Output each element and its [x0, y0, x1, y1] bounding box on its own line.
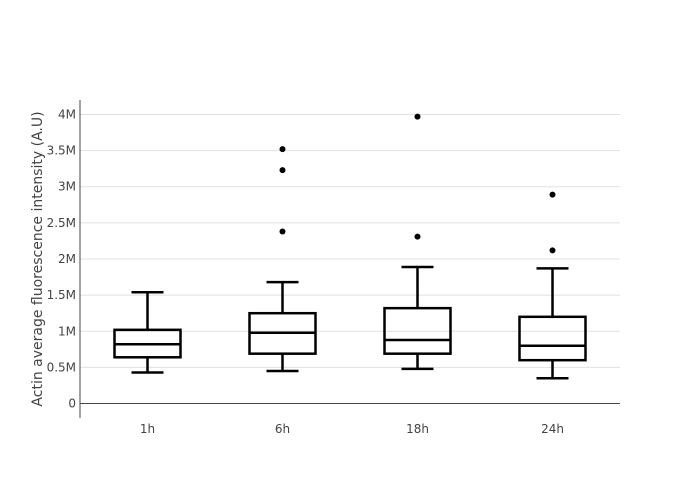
outlier-point: [279, 228, 286, 235]
x-tick-label: 6h: [275, 422, 290, 436]
iqr-box: [383, 306, 452, 355]
box-18h: [383, 113, 452, 371]
y-tick-label: 0: [68, 397, 76, 411]
x-tick-label: 18h: [406, 422, 429, 436]
y-tick-label: 3.5M: [47, 144, 76, 158]
y-tick-label: 1M: [58, 324, 76, 338]
y-tick-label: 0.5M: [47, 360, 76, 374]
y-axis-title: Actin average fluorescence intensity (A.…: [30, 111, 46, 406]
y-tick-labels: 0 0.5M 1M 1.5M 2M 2.5M 3M 3.5M 4M: [47, 107, 76, 410]
iqr-box: [518, 315, 587, 362]
x-tick-label: 1h: [140, 422, 155, 436]
y-tick-label: 2.5M: [47, 216, 76, 230]
outlier-point: [549, 191, 556, 198]
y-tick-label: 2M: [58, 252, 76, 266]
x-tick-label: 24h: [541, 422, 564, 436]
outlier-point: [549, 247, 556, 254]
boxes: [113, 113, 587, 380]
box-24h: [518, 191, 587, 380]
y-tick-label: 3M: [58, 180, 76, 194]
x-tick-labels: 1h 6h 18h 24h: [140, 422, 564, 436]
box-1h: [113, 290, 182, 374]
y-tick-label: 4M: [58, 107, 76, 121]
outlier-point: [279, 167, 286, 174]
y-tick-label: 1.5M: [47, 288, 76, 302]
outlier-point: [414, 113, 421, 120]
box-6h: [248, 146, 317, 373]
outlier-point: [279, 146, 286, 153]
outlier-point: [414, 233, 421, 240]
gridlines: [80, 113, 620, 368]
